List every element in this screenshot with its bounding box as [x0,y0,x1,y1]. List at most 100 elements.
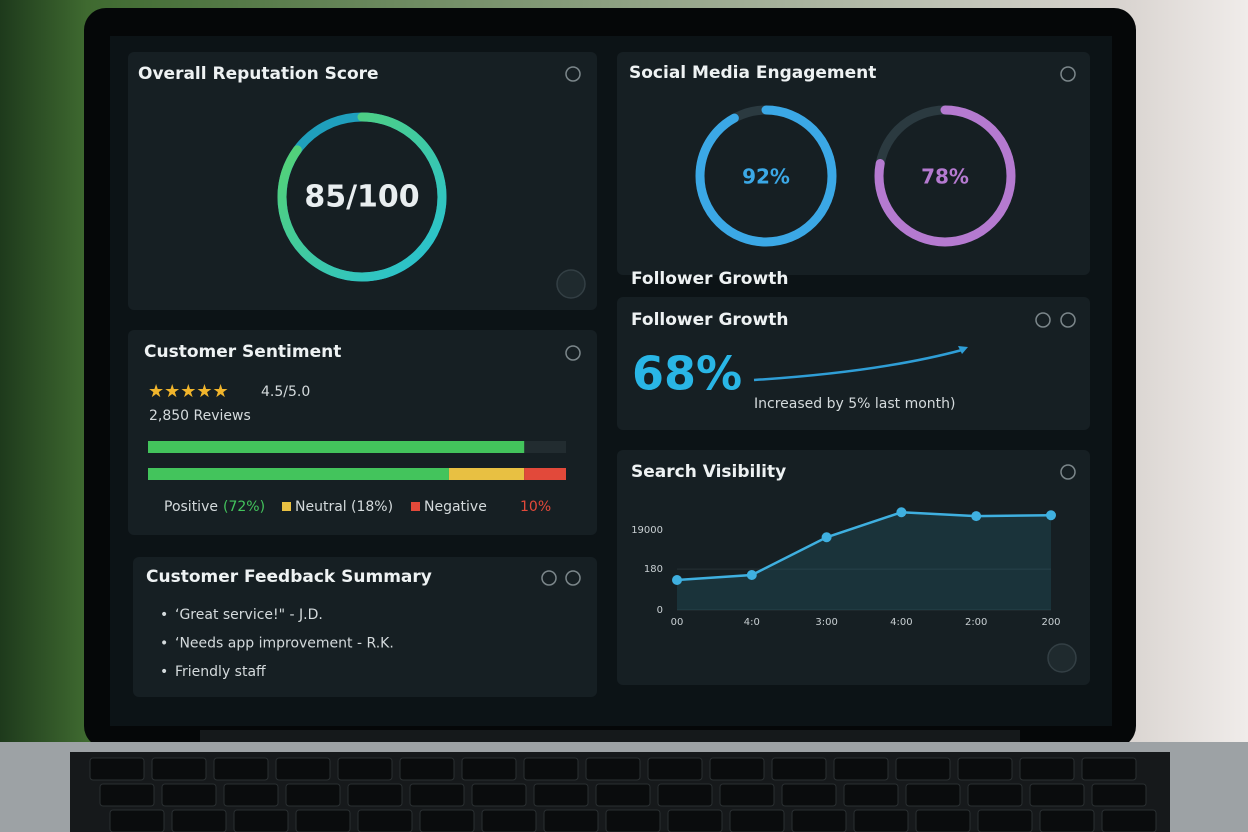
panel [617,297,1090,430]
panel [133,557,597,697]
x-tick-label: 00 [671,617,684,628]
panel-title: Customer Sentiment [144,342,341,362]
key [275,757,331,781]
panel [128,330,597,535]
panel-title: Customer Feedback Summary [146,567,432,587]
key [585,757,641,781]
y-tick-label: 0 [657,605,663,616]
key [833,757,889,781]
caption: Follower Growth [631,269,788,289]
point [971,511,982,522]
reviews: 2,850 Reviews [149,408,251,424]
legend-value: 10% [520,499,551,515]
key [1081,757,1137,781]
panel [128,52,597,310]
key [295,809,351,832]
arrow-head [958,346,968,354]
legend-value: (72%) [223,499,265,515]
x-tick-label: 200 [1041,617,1060,628]
key [709,757,765,781]
ring-arc [277,112,447,282]
icon [565,345,581,361]
point [672,575,682,585]
point [821,532,832,543]
key [595,783,651,807]
key [171,809,227,832]
key [419,809,475,832]
score-label: 85/100 [304,180,419,215]
x-tick-label: 4:0 [744,617,760,628]
key [99,783,155,807]
bullet: • [160,636,168,652]
icon [541,570,557,586]
key [533,783,589,807]
key [357,809,413,832]
segment-bar [448,468,525,480]
stars: ★★★★★ [148,381,229,402]
key [161,783,217,807]
key [1101,809,1157,832]
area [677,512,1051,610]
key [409,783,465,807]
key [109,809,165,832]
x-tick-label: 2:00 [965,617,987,628]
segment-bar [524,468,566,480]
rating-bar [148,441,525,453]
icon [565,570,581,586]
panel-title: Social Media Engagement [629,63,876,83]
icon [1060,312,1076,328]
legend-name: Neutral [295,499,347,515]
y-tick-label: 180 [644,564,663,575]
key [957,757,1013,781]
key [151,757,207,781]
x-tick-label: 3:00 [815,617,837,628]
rating-label: 4.5/5.0 [261,384,310,400]
key [337,757,393,781]
segment-bar [148,468,449,480]
ring-arc [874,105,1016,247]
legend-name: Negative [424,499,487,515]
point [746,570,757,580]
key [347,783,403,807]
panel-title: Follower Growth [631,310,788,330]
icon [1035,312,1051,328]
key [719,783,775,807]
key [1039,809,1095,832]
icon [1047,643,1077,673]
icon [1060,464,1076,480]
icon [565,66,581,82]
legend-value: (18%) [351,499,393,515]
ring-label: 78% [921,165,969,189]
panel [617,52,1090,275]
key [481,809,537,832]
key [729,809,785,832]
key [791,809,847,832]
key [89,757,145,781]
panel-title: Overall Reputation Score [138,64,379,84]
key [1091,783,1147,807]
key [915,809,971,832]
key [657,783,713,807]
panel-title: Search Visibility [631,462,786,482]
ring-arc [695,105,837,247]
key [895,757,951,781]
key [605,809,661,832]
growth-note: Increased by 5% last month) [754,396,955,412]
key [967,783,1023,807]
y-tick-label: 19000 [631,525,663,536]
icon [556,269,586,299]
key [977,809,1033,832]
feedback-item: Friendly staff [175,664,266,680]
icons [541,66,1077,673]
x-tick-label: 4:00 [890,617,912,628]
key [223,783,279,807]
keys [89,757,1157,832]
key [771,757,827,781]
key [843,783,899,807]
key [233,809,289,832]
key [523,757,579,781]
key [399,757,455,781]
panel [617,450,1090,685]
key [543,809,599,832]
